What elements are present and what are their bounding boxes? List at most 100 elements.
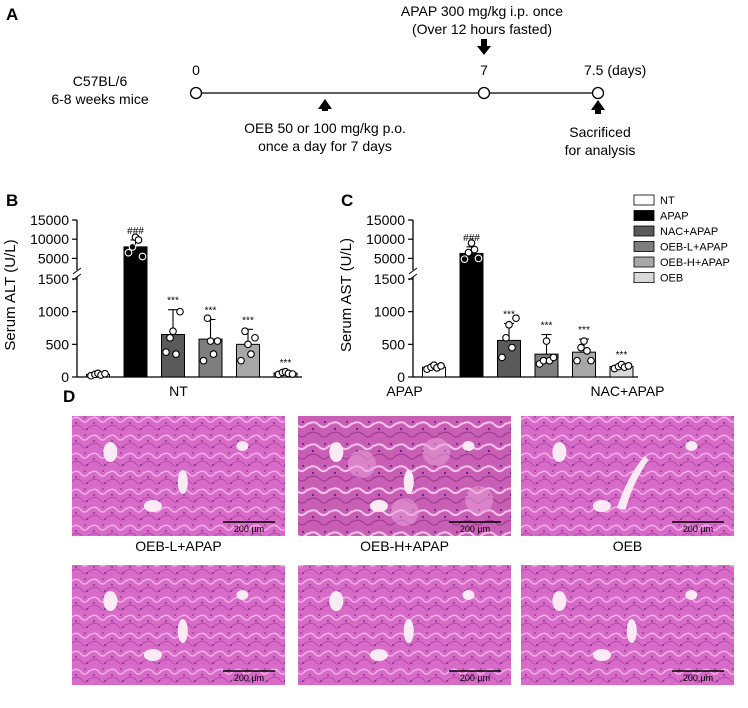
data-point <box>549 353 558 362</box>
timeline-node-day7 <box>477 86 491 100</box>
oeb-arrow-icon <box>318 99 332 111</box>
data-point <box>101 369 109 378</box>
analysis-label: for analysis <box>565 142 636 158</box>
data-point <box>542 337 551 345</box>
vessel-lumen <box>616 456 649 510</box>
legend-swatch <box>633 241 655 252</box>
panel-label-c: C <box>341 191 353 210</box>
legend-swatch <box>633 194 655 206</box>
legend-swatch <box>633 272 655 283</box>
ast-bar-chart: 0 500 1000 1500 5000 10000 15000 Serum AST (U/L… <box>338 212 638 385</box>
y-tick-label: 15000 <box>30 212 69 228</box>
significance-label: ### <box>463 233 480 244</box>
legend-label: OEB-H+APAP <box>660 257 730 269</box>
histology-title: OEB-H+APAP <box>360 538 449 554</box>
significance-label: *** <box>205 306 217 317</box>
histology-title: OEB-L+APAP <box>135 538 222 554</box>
y-tick-label: 1500 <box>38 271 69 287</box>
oeb-schedule-label: once a day for 7 days <box>258 138 392 154</box>
y-axis-title: Serum AST (U/L) <box>338 238 355 352</box>
mice-age-label: 6-8 weeks mice <box>51 91 148 107</box>
necrosis-area <box>465 486 494 514</box>
vessel-lumen <box>329 591 344 611</box>
necrosis-area <box>390 498 419 526</box>
vessel-lumen <box>552 591 567 611</box>
data-point <box>237 356 245 365</box>
panel-label-a: A <box>6 5 18 24</box>
data-point <box>502 333 510 342</box>
timeline-tick-7-5: 7.5 (days) <box>584 62 646 78</box>
legend-label: APAP <box>660 211 689 223</box>
vessel-lumen <box>236 590 249 600</box>
legend-label: NAC+APAP <box>660 226 718 238</box>
necrosis-area <box>347 450 376 478</box>
vessel-lumen <box>462 441 475 451</box>
significance-label: *** <box>503 309 515 320</box>
data-point <box>209 350 218 358</box>
data-point <box>241 327 249 336</box>
data-point <box>498 353 506 362</box>
data-point <box>138 252 147 261</box>
histology-image <box>521 416 734 536</box>
timeline-node-day7-5 <box>591 86 605 100</box>
significance-label: *** <box>280 358 292 369</box>
y-tick-label: 500 <box>382 336 406 352</box>
sacrifice-label: Sacrificed <box>569 124 630 140</box>
significance-label: *** <box>578 325 590 336</box>
data-point <box>162 348 170 357</box>
alt-bar-chart: 0 500 1000 1500 5000 10000 15000 Serum ALT (U/L… <box>2 212 302 385</box>
data-point <box>203 314 212 323</box>
panel-label-d: D <box>63 387 75 406</box>
group-legend: NT APAP NAC+APAP OEB-L+APAP OEB-H+APAP OEB <box>633 194 730 285</box>
y-tick-label: 15000 <box>366 212 405 228</box>
data-point <box>166 333 174 342</box>
y-tick-label: 5000 <box>38 250 69 266</box>
y-tick-label: 5000 <box>374 250 405 266</box>
data-point <box>512 314 520 323</box>
vessel-lumen <box>103 591 118 611</box>
bar <box>459 252 484 378</box>
data-point <box>624 362 633 370</box>
data-point <box>587 356 595 365</box>
timeline-node-day0 <box>189 86 203 100</box>
histology-title: OEB <box>613 538 643 554</box>
vessel-lumen <box>369 649 388 661</box>
significance-label: *** <box>616 350 628 361</box>
y-tick-label: 10000 <box>30 231 69 247</box>
vessel-lumen <box>177 470 188 494</box>
histology-title: APAP <box>386 383 422 399</box>
y-tick-label: 1500 <box>374 271 405 287</box>
timeline-tick-7: 7 <box>480 62 488 78</box>
data-point <box>470 245 479 254</box>
vessel-lumen <box>403 470 414 494</box>
y-tick-label: 1000 <box>38 304 69 320</box>
data-point <box>244 340 252 349</box>
vessel-lumen <box>369 500 388 512</box>
data-point <box>437 362 445 370</box>
y-axis-title: Serum ALT (U/L) <box>2 239 19 350</box>
data-point <box>577 343 585 352</box>
timeline-tick-0: 0 <box>192 62 200 78</box>
legend-swatch <box>633 256 655 268</box>
scale-bar-label: 200 μm <box>460 524 490 534</box>
vessel-lumen <box>592 500 611 512</box>
data-point <box>460 255 469 264</box>
legend-label: OEB-L+APAP <box>660 242 728 254</box>
vessel-lumen <box>552 442 567 462</box>
data-point <box>467 239 476 247</box>
vessel-lumen <box>329 442 344 462</box>
data-point <box>169 327 177 336</box>
legend-swatch <box>633 225 655 237</box>
data-point <box>573 356 581 365</box>
data-point <box>128 243 137 251</box>
data-point <box>134 236 143 244</box>
significance-label: *** <box>167 296 179 307</box>
bar <box>123 246 148 378</box>
data-point <box>508 343 516 352</box>
vessel-lumen <box>685 590 698 600</box>
data-point <box>288 370 297 378</box>
histology-title: NAC+APAP <box>590 383 664 399</box>
significance-label: ### <box>127 226 144 237</box>
vessel-lumen <box>626 619 637 643</box>
